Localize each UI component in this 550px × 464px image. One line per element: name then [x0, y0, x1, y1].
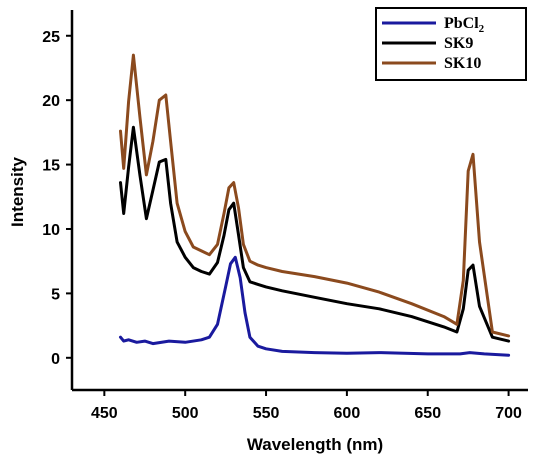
x-tick-label: 650	[414, 405, 441, 422]
y-tick-label: 10	[42, 222, 60, 239]
x-tick-label: 450	[91, 405, 118, 422]
legend-label: SK9	[444, 35, 473, 52]
y-tick-label: 15	[42, 158, 60, 175]
plot-lines	[119, 53, 511, 357]
series-line-pbcl2	[119, 255, 511, 357]
x-tick-label: 550	[253, 405, 280, 422]
x-tick-label: 600	[334, 405, 361, 422]
y-axis-title: Intensity	[8, 157, 27, 227]
series-line-sk10	[119, 53, 511, 338]
legend-label: PbCl2	[444, 15, 485, 35]
x-tick-label: 700	[495, 405, 522, 422]
y-tick-label: 25	[42, 29, 60, 46]
ticks: 450 500 550 600 650 700 0 5 10 15 20 25	[42, 29, 522, 422]
series-line-sk9	[119, 125, 511, 343]
y-tick-label: 20	[42, 93, 60, 110]
x-axis-title: Wavelength (nm)	[247, 435, 383, 454]
x-tick-label: 500	[172, 405, 199, 422]
y-tick-label: 0	[51, 351, 60, 368]
legend-label: SK10	[444, 55, 481, 72]
axes	[70, 10, 528, 392]
y-tick-label: 5	[51, 286, 60, 303]
